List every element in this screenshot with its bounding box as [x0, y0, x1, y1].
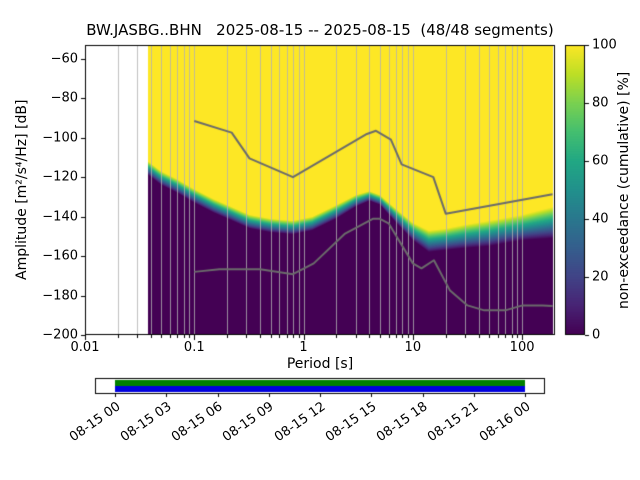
y-tick-label: −180: [42, 288, 78, 304]
x-tick-label: 0.1: [183, 340, 205, 355]
y-tick-label: −80: [50, 90, 78, 106]
plot-title: BW.JASBG..BHN 2025-08-15 -- 2025-08-15 (…: [86, 21, 554, 39]
y-tick-label: −160: [42, 248, 78, 264]
y-tick-label: −120: [42, 169, 78, 185]
colorbar-tick-label: 40: [592, 211, 609, 227]
x-axis-label: Period [s]: [286, 356, 354, 372]
colorbar-label: non-exceedance (cumulative) [%]: [616, 71, 632, 309]
y-tick-label: −100: [42, 130, 78, 146]
colorbar-tick-label: 80: [592, 95, 609, 111]
colorbar-tick-label: 20: [592, 269, 609, 285]
x-tick-label: 100: [509, 340, 535, 355]
y-axis-label: Amplitude [m²/s⁴/Hz] [dB]: [14, 99, 30, 281]
y-tick-label: −140: [42, 209, 78, 225]
colorbar-tick-label: 0: [592, 327, 601, 343]
x-tick-label: 1: [299, 340, 308, 355]
colorbar-tick-label: 60: [592, 153, 609, 169]
x-tick-label: 10: [404, 340, 422, 355]
y-tick-label: −200: [42, 327, 78, 343]
colorbar-tick-label: 100: [592, 37, 617, 53]
x-tick-label: 0.01: [70, 340, 100, 355]
y-tick-label: −60: [50, 51, 78, 67]
